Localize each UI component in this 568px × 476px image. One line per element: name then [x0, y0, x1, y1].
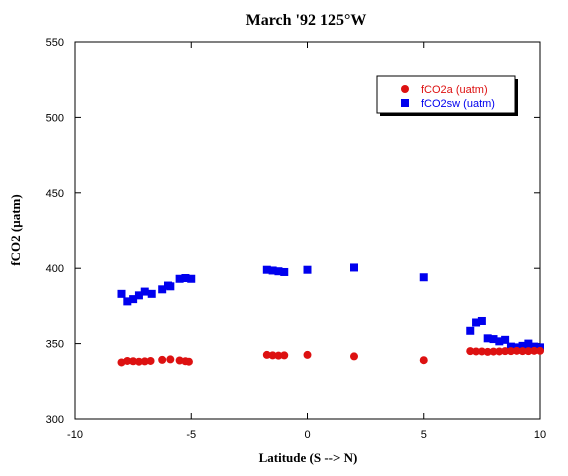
data-point [158, 285, 167, 294]
legend-label: fCO2sw (uatm) [421, 98, 495, 110]
data-point [303, 265, 312, 274]
data-point [518, 341, 527, 350]
data-point [303, 350, 312, 359]
data-point [129, 357, 138, 366]
data-point [158, 355, 167, 364]
data-point [495, 337, 504, 346]
data-point [506, 342, 515, 351]
data-point [175, 274, 184, 283]
legend-marker [401, 99, 409, 107]
data-point [134, 291, 143, 300]
series-fco2a [117, 346, 544, 367]
data-point [262, 350, 271, 359]
y-tick-label: 300 [46, 414, 64, 426]
legend: fCO2a (uatm) fCO2sw (uatm) [376, 75, 518, 116]
y-tick-label: 550 [46, 37, 64, 49]
data-point [530, 342, 539, 351]
y-tick-label: 400 [46, 263, 64, 275]
data-point [524, 347, 533, 356]
data-point [506, 347, 515, 356]
data-point [512, 346, 521, 355]
y-tick-label: 500 [46, 112, 64, 124]
data-point [477, 347, 486, 356]
x-tick-label: 10 [534, 429, 546, 441]
x-tick-label: -5 [186, 429, 196, 441]
chart-title: March '92 125°W [246, 12, 367, 29]
data-point [489, 347, 498, 356]
x-axis-label: Latitude (S --> N) [259, 450, 358, 465]
data-point [524, 339, 533, 348]
y-tick-label: 450 [46, 188, 64, 200]
data-point [117, 289, 126, 298]
data-point [166, 282, 175, 291]
data-point [483, 347, 492, 356]
data-point [350, 263, 358, 272]
data-point [472, 347, 481, 356]
data-point [140, 287, 149, 296]
data-point [466, 326, 475, 335]
data-point [129, 295, 138, 304]
data-point [140, 357, 149, 366]
data-point [123, 297, 132, 306]
y-axis-label: fCO2 (µatm) [8, 194, 23, 265]
data-point [501, 347, 510, 356]
data-point [530, 346, 539, 355]
data-point [147, 289, 156, 298]
data-point [123, 356, 132, 365]
axis-ticks: -10 -5 0 5 10 300 350 400 450 500 550 [46, 37, 546, 441]
data-point [184, 357, 193, 366]
data-point [268, 351, 277, 360]
data-point [134, 357, 143, 366]
data-point [419, 356, 428, 365]
data-point [495, 347, 504, 356]
data-point [501, 335, 510, 344]
data-point [274, 267, 283, 276]
data-point [472, 318, 481, 327]
data-point [350, 352, 358, 361]
data-point [274, 351, 283, 360]
data-point [466, 347, 475, 356]
data-point [518, 347, 527, 356]
legend-label: fCO2a (uatm) [421, 84, 488, 96]
data-point [262, 265, 271, 274]
data-point [489, 335, 498, 344]
data-point [268, 266, 277, 275]
y-tick-label: 350 [46, 339, 64, 351]
data-point [166, 355, 175, 364]
legend-box [376, 75, 516, 114]
x-tick-label: 0 [304, 429, 310, 441]
legend-marker [401, 85, 409, 93]
data-point [419, 273, 428, 282]
data-point [175, 356, 184, 365]
series-layer [117, 263, 544, 367]
data-point [536, 346, 544, 355]
data-point [483, 334, 492, 343]
data-point [181, 274, 190, 283]
data-point [477, 316, 486, 325]
x-tick-label: -10 [67, 429, 83, 441]
data-point [187, 274, 196, 283]
data-point [280, 351, 289, 360]
data-point [146, 356, 155, 365]
x-tick-label: 5 [421, 429, 427, 441]
data-point [280, 267, 289, 276]
series-fco2sw [117, 263, 544, 352]
